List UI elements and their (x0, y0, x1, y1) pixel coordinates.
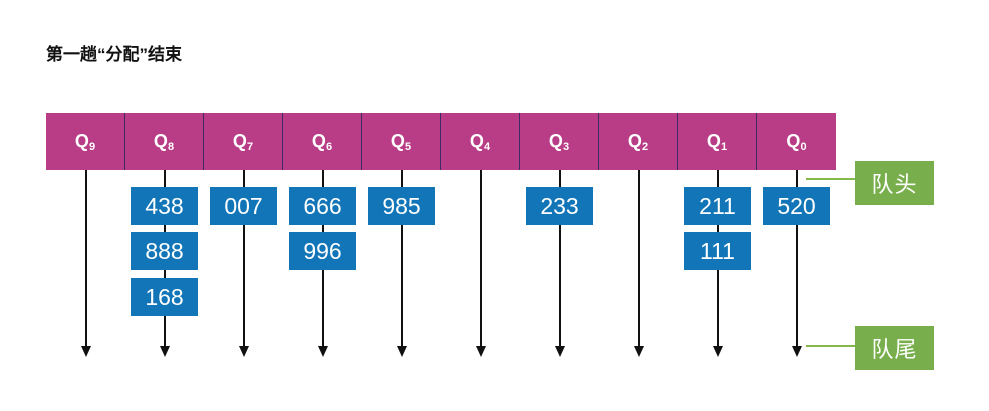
queue-name: Q (153, 131, 168, 151)
queue-arrow-q5 (396, 170, 407, 358)
record-box: 233 (526, 187, 593, 225)
arrow-head-icon (317, 346, 328, 357)
record-box: 888 (131, 232, 198, 270)
record-box: 111 (684, 232, 751, 270)
queue-name: Q (706, 131, 721, 151)
queue-arrow-q2 (633, 170, 644, 358)
queue-subscript: 7 (246, 140, 254, 153)
record-box: 996 (289, 232, 356, 270)
arrow-head-icon (475, 346, 486, 357)
queue-subscript: 8 (167, 140, 175, 153)
queue-name: Q (390, 131, 405, 151)
queue-name: Q (232, 131, 247, 151)
queue-subscript: 4 (483, 140, 491, 153)
queue-subscript: 1 (720, 140, 728, 153)
queue-subscript: 0 (800, 140, 807, 153)
queue-arrow-q7 (238, 170, 249, 358)
queue-subscript: 2 (641, 140, 649, 153)
arrow-head-icon (633, 346, 644, 357)
arrow-shaft (795, 170, 798, 348)
arrow-head-icon (396, 346, 407, 357)
arrow-head-icon (238, 346, 249, 357)
queue-arrow-q0 (791, 170, 802, 358)
arrow-shaft (637, 170, 640, 348)
queue-name: Q (548, 131, 563, 151)
arrow-shaft (84, 170, 87, 348)
head-pointer-line (806, 178, 856, 180)
queue-subscript: 9 (88, 140, 96, 153)
arrow-shaft (558, 170, 561, 348)
tail-pointer-line (806, 345, 856, 347)
arrow-shaft (242, 170, 245, 348)
queue-name: Q (627, 131, 642, 151)
queue-arrow-q3 (554, 170, 565, 358)
arrow-head-icon (554, 346, 565, 357)
queue-tail-label: 队尾 (855, 326, 934, 370)
arrow-head-icon (80, 346, 91, 357)
record-box: 007 (210, 187, 277, 225)
arrow-shaft (479, 170, 482, 348)
queue-subscript: 6 (325, 140, 333, 153)
queue-name: Q (311, 131, 326, 151)
record-box: 438 (131, 187, 198, 225)
record-box: 168 (131, 278, 198, 316)
arrow-shaft (400, 170, 403, 348)
queue-arrow-q4 (475, 170, 486, 358)
record-box: 211 (684, 187, 751, 225)
arrow-head-icon (712, 346, 723, 357)
arrow-head-icon (159, 346, 170, 357)
queue-arrow-q9 (80, 170, 91, 358)
queue-name: Q (74, 131, 89, 151)
record-box: 666 (289, 187, 356, 225)
queue-head-label: 队头 (855, 161, 934, 205)
diagram-title: 第一趟“分配”结束 (46, 45, 182, 64)
record-box: 520 (763, 187, 830, 225)
queue-name: Q (786, 131, 801, 151)
arrow-head-icon (791, 346, 802, 357)
record-box: 985 (368, 187, 435, 225)
queue-subscript: 5 (404, 140, 412, 153)
queue-subscript: 3 (562, 140, 570, 153)
queue-name: Q (469, 131, 484, 151)
